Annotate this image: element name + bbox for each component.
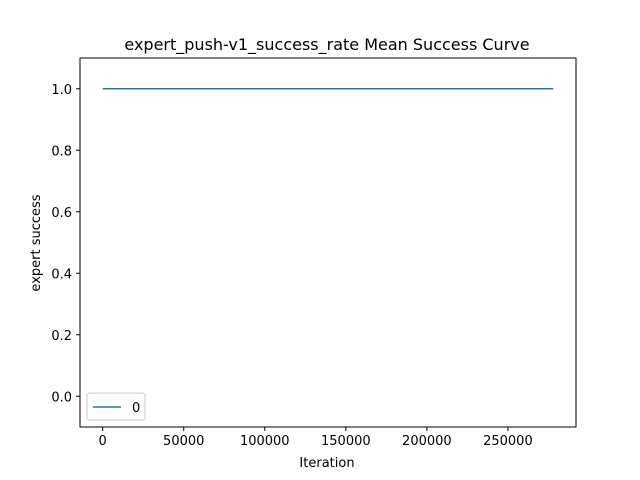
x-axis: 0 50000 100000 150000 200000 250000 (99, 427, 533, 449)
legend-label: 0 (132, 401, 140, 416)
y-tick-label: 1.0 (51, 83, 72, 98)
x-tick-label: 100000 (240, 434, 290, 449)
x-tick-label: 250000 (483, 434, 533, 449)
x-axis-label: Iteration (299, 456, 354, 471)
y-tick-label: 0.4 (51, 267, 72, 282)
y-tick-label: 0.0 (51, 390, 72, 405)
chart-title: expert_push-v1_success_rate Mean Success… (124, 35, 529, 55)
y-axis: 0.0 0.2 0.4 0.6 0.8 1.0 (51, 83, 80, 405)
axes-frame (79, 57, 577, 428)
x-tick-label: 200000 (402, 434, 452, 449)
x-tick-label: 50000 (163, 434, 204, 449)
legend: 0 (86, 392, 146, 421)
x-tick-label: 150000 (321, 434, 371, 449)
y-tick-label: 0.2 (51, 329, 72, 344)
y-tick-label: 0.6 (51, 206, 72, 221)
x-tick-label: 0 (99, 434, 107, 449)
y-tick-label: 0.8 (51, 144, 72, 159)
y-axis-label: expert success (29, 194, 44, 291)
